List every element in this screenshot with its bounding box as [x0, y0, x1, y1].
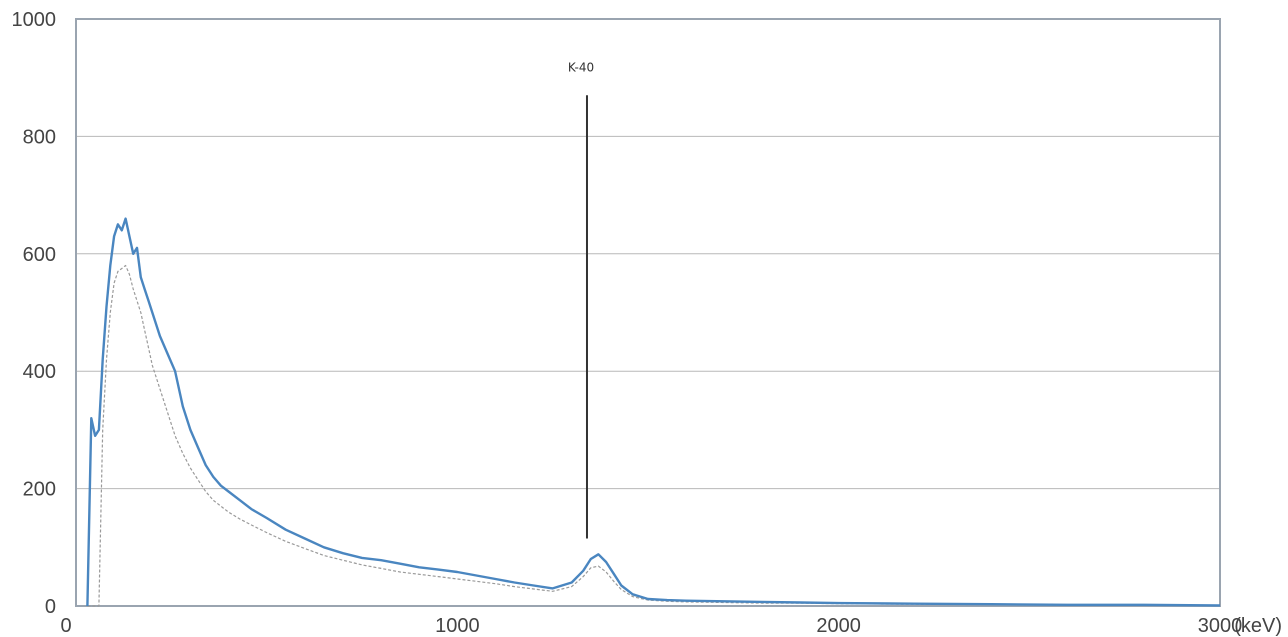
y-tick-label: 600 [23, 244, 56, 266]
y-tick-label: 1000 [12, 9, 57, 31]
annotation-label: K-40 [568, 60, 594, 74]
plot-frame [75, 18, 1221, 607]
x-tick-label: 1000 [435, 615, 480, 637]
y-axis: 0 200 400 600 800 1000 [12, 9, 57, 618]
y-tick-label: 800 [23, 126, 56, 148]
y-tick-label: 0 [45, 596, 56, 618]
grid [76, 135, 1220, 490]
x-tick-label: 0 [60, 615, 71, 637]
series-line-2 [87, 264, 1220, 607]
x-tick-label: 3000 [1198, 615, 1243, 637]
x-unit-label: (keV) [1234, 615, 1282, 637]
y-tick-label: 200 [23, 479, 56, 501]
x-axis: 0 1000 2000 3000 [60, 615, 1242, 637]
series-layer [86, 217, 1221, 607]
series-line-1 [86, 217, 1221, 607]
annotation-layer: K-40 [568, 60, 594, 539]
x-tick-label: 2000 [816, 615, 861, 637]
y-tick-label: 400 [23, 361, 56, 383]
